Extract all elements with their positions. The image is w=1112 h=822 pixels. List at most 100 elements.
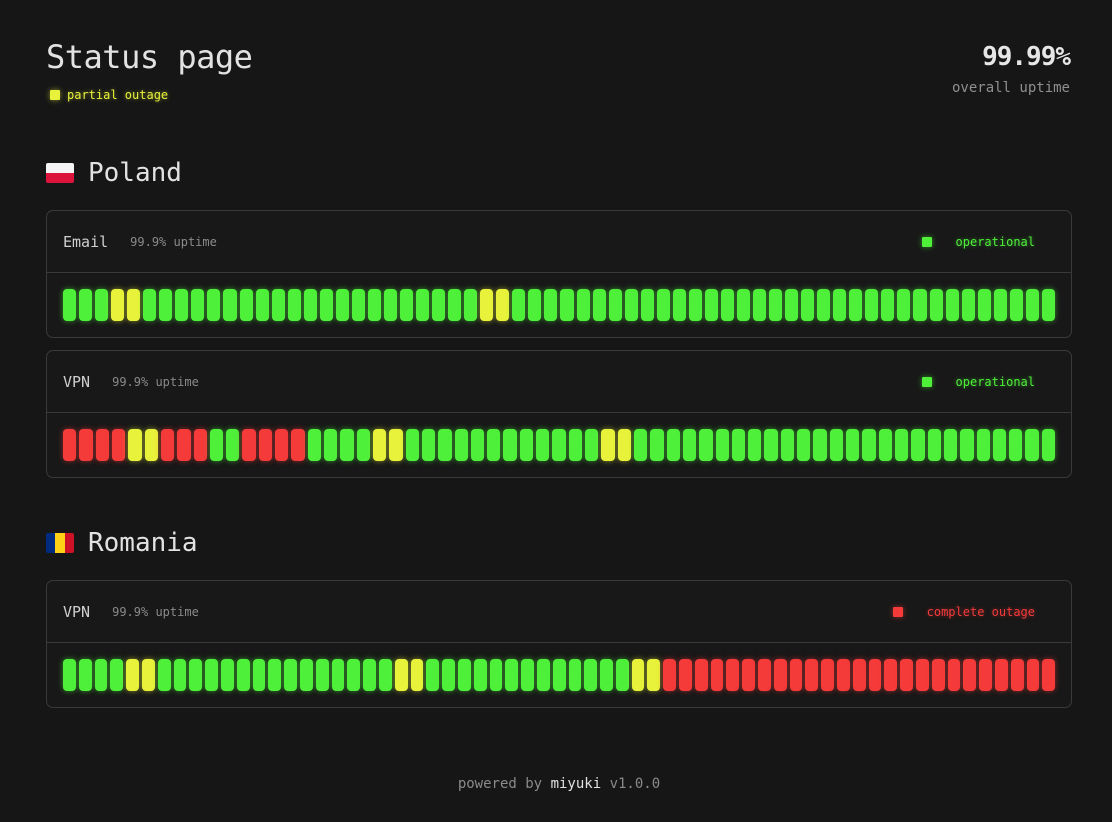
uptime-bar-outage[interactable] (916, 659, 929, 691)
uptime-bar-operational[interactable] (505, 659, 519, 691)
uptime-bar-partial-outage[interactable] (496, 289, 510, 321)
uptime-bar-partial-outage[interactable] (141, 659, 155, 691)
uptime-bar-operational[interactable] (512, 289, 526, 321)
uptime-bar-outage[interactable] (931, 659, 945, 691)
uptime-bar-outage[interactable] (663, 659, 677, 691)
uptime-bar-partial-outage[interactable] (126, 659, 139, 691)
uptime-bar-outage[interactable] (1042, 659, 1056, 691)
uptime-bar-outage[interactable] (900, 659, 914, 691)
uptime-bar-partial-outage[interactable] (601, 429, 615, 461)
uptime-bar-operational[interactable] (656, 289, 670, 321)
uptime-bar-operational[interactable] (438, 429, 452, 461)
uptime-bar-operational[interactable] (63, 289, 77, 321)
uptime-bar-operational[interactable] (335, 289, 349, 321)
uptime-bar-operational[interactable] (378, 659, 392, 691)
uptime-bar-operational[interactable] (356, 429, 370, 461)
uptime-bar-outage[interactable] (242, 429, 256, 461)
uptime-bar-operational[interactable] (521, 659, 534, 691)
uptime-bar-operational[interactable] (268, 659, 282, 691)
uptime-bar-operational[interactable] (1041, 429, 1056, 461)
uptime-bar-operational[interactable] (780, 429, 795, 461)
uptime-bar-operational[interactable] (797, 429, 811, 461)
uptime-bar-operational[interactable] (110, 659, 124, 691)
uptime-bar-outage[interactable] (837, 659, 850, 691)
uptime-bar-operational[interactable] (536, 429, 550, 461)
uptime-bar-outage[interactable] (694, 659, 708, 691)
uptime-bar-operational[interactable] (720, 289, 734, 321)
uptime-bar-outage[interactable] (1026, 659, 1040, 691)
uptime-bar-operational[interactable] (220, 659, 234, 691)
uptime-bar-operational[interactable] (173, 659, 187, 691)
uptime-bar-operational[interactable] (731, 429, 746, 461)
uptime-bar-operational[interactable] (1025, 429, 1039, 461)
uptime-bar-outage[interactable] (258, 429, 273, 461)
uptime-bar-operational[interactable] (464, 289, 478, 321)
uptime-bar-operational[interactable] (813, 429, 827, 461)
uptime-bar-operational[interactable] (271, 289, 285, 321)
uptime-bar-operational[interactable] (927, 429, 941, 461)
uptime-bar-operational[interactable] (503, 429, 517, 461)
uptime-bar-operational[interactable] (764, 429, 778, 461)
uptime-bar-operational[interactable] (894, 429, 909, 461)
uptime-bar-operational[interactable] (159, 289, 173, 321)
uptime-bar-partial-outage[interactable] (128, 429, 142, 461)
uptime-bar-outage[interactable] (852, 659, 866, 691)
uptime-bar-operational[interactable] (992, 429, 1007, 461)
uptime-bar-operational[interactable] (331, 659, 345, 691)
uptime-bar-outage[interactable] (884, 659, 898, 691)
uptime-bar-partial-outage[interactable] (144, 429, 158, 461)
uptime-bar-operational[interactable] (284, 659, 297, 691)
uptime-bar-operational[interactable] (633, 429, 648, 461)
uptime-bar-operational[interactable] (347, 659, 361, 691)
uptime-bar-operational[interactable] (584, 659, 598, 691)
uptime-bar-operational[interactable] (576, 289, 590, 321)
uptime-bar-operational[interactable] (913, 289, 927, 321)
uptime-bar-outage[interactable] (1010, 659, 1024, 691)
uptime-bar-operational[interactable] (1009, 289, 1023, 321)
uptime-bar-operational[interactable] (143, 289, 157, 321)
uptime-bar-operational[interactable] (640, 289, 654, 321)
uptime-bar-operational[interactable] (319, 289, 333, 321)
uptime-bar-outage[interactable] (710, 659, 724, 691)
uptime-bar-operational[interactable] (1041, 289, 1055, 321)
uptime-bar-partial-outage[interactable] (617, 429, 631, 461)
uptime-bar-operational[interactable] (608, 289, 622, 321)
uptime-bar-operational[interactable] (878, 429, 892, 461)
uptime-bar-partial-outage[interactable] (394, 659, 408, 691)
uptime-bar-operational[interactable] (585, 429, 599, 461)
uptime-bar-partial-outage[interactable] (647, 659, 661, 691)
uptime-bar-operational[interactable] (865, 289, 879, 321)
uptime-bar-operational[interactable] (209, 429, 224, 461)
uptime-bar-partial-outage[interactable] (631, 659, 645, 691)
uptime-bar-operational[interactable] (95, 289, 109, 321)
uptime-bar-outage[interactable] (758, 659, 771, 691)
uptime-bar-operational[interactable] (753, 289, 767, 321)
uptime-bar-operational[interactable] (363, 659, 376, 691)
uptime-bar-operational[interactable] (307, 429, 321, 461)
uptime-bar-operational[interactable] (448, 289, 462, 321)
uptime-bar-operational[interactable] (1009, 429, 1023, 461)
uptime-bar-operational[interactable] (615, 659, 629, 691)
uptime-bar-operational[interactable] (961, 289, 975, 321)
uptime-bar-operational[interactable] (552, 659, 566, 691)
uptime-bar-outage[interactable] (63, 429, 77, 461)
uptime-bar-outage[interactable] (868, 659, 882, 691)
uptime-bar-operational[interactable] (457, 659, 471, 691)
uptime-bar-partial-outage[interactable] (410, 659, 424, 691)
uptime-bar-operational[interactable] (552, 429, 566, 461)
uptime-bar-operational[interactable] (191, 289, 205, 321)
uptime-bar-operational[interactable] (205, 659, 218, 691)
uptime-bar-operational[interactable] (454, 429, 468, 461)
uptime-bar-outage[interactable] (79, 429, 93, 461)
uptime-bar-operational[interactable] (299, 659, 313, 691)
uptime-bar-outage[interactable] (979, 659, 993, 691)
uptime-bar-operational[interactable] (442, 659, 455, 691)
uptime-bar-operational[interactable] (748, 429, 762, 461)
uptime-bar-operational[interactable] (175, 289, 189, 321)
uptime-bar-operational[interactable] (489, 659, 503, 691)
uptime-bar-operational[interactable] (846, 429, 860, 461)
uptime-bar-outage[interactable] (679, 659, 692, 691)
uptime-bar-operational[interactable] (255, 289, 269, 321)
uptime-bar-partial-outage[interactable] (480, 289, 494, 321)
uptime-bar-operational[interactable] (650, 429, 664, 461)
